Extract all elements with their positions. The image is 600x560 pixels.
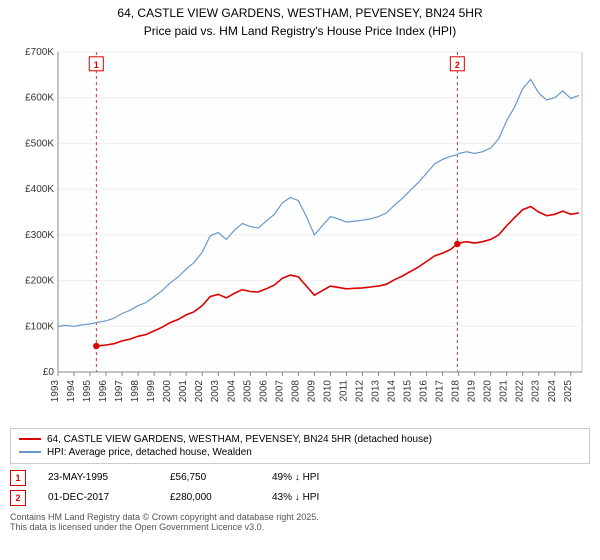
svg-text:1993: 1993: [50, 379, 61, 402]
marker-badge: 2: [10, 490, 26, 506]
marker-row: 2 01-DEC-2017 £280,000 43% ↓ HPI: [10, 488, 590, 508]
svg-text:2020: 2020: [483, 379, 494, 402]
legend-row: HPI: Average price, detached house, Weal…: [19, 446, 581, 459]
marker-row: 1 23-MAY-1995 £56,750 49% ↓ HPI: [10, 468, 590, 488]
svg-text:2018: 2018: [451, 379, 462, 402]
legend: 64, CASTLE VIEW GARDENS, WESTHAM, PEVENS…: [10, 428, 590, 464]
svg-text:2005: 2005: [242, 379, 253, 402]
svg-text:£400K: £400K: [25, 184, 54, 195]
chart-container: 64, CASTLE VIEW GARDENS, WESTHAM, PEVENS…: [0, 0, 600, 560]
svg-text:2003: 2003: [210, 379, 221, 402]
svg-text:2011: 2011: [338, 379, 349, 401]
svg-text:2025: 2025: [563, 379, 574, 402]
line-chart-svg: £0 £100K £200K £300K £400K £500K £600K £700K 199…: [10, 42, 590, 422]
svg-text:2006: 2006: [258, 379, 269, 402]
footer-line2: This data is licensed under the Open Gov…: [10, 522, 590, 533]
chart-title-line2: Price paid vs. HM Land Registry's House …: [0, 24, 600, 42]
svg-text:2000: 2000: [162, 379, 173, 402]
marker-delta: 43% ↓ HPI: [272, 492, 319, 503]
legend-row: 64, CASTLE VIEW GARDENS, WESTHAM, PEVENS…: [19, 433, 581, 446]
svg-text:£500K: £500K: [25, 138, 54, 149]
svg-text:1999: 1999: [146, 379, 157, 402]
marker-badge: 1: [10, 470, 26, 486]
svg-text:1996: 1996: [98, 379, 109, 402]
svg-text:£700K: £700K: [25, 47, 54, 58]
svg-text:2019: 2019: [467, 379, 478, 402]
svg-text:2022: 2022: [515, 379, 526, 402]
marker-price: £56,750: [170, 472, 250, 483]
marker-price: £280,000: [170, 492, 250, 503]
chart-title-line1: 64, CASTLE VIEW GARDENS, WESTHAM, PEVENS…: [0, 0, 600, 24]
svg-text:£600K: £600K: [25, 92, 54, 103]
svg-text:2012: 2012: [354, 379, 365, 402]
svg-text:£100K: £100K: [25, 321, 54, 332]
svg-text:2021: 2021: [499, 379, 510, 402]
marker-date: 01-DEC-2017: [48, 492, 148, 503]
svg-text:£0: £0: [43, 367, 55, 378]
svg-text:2016: 2016: [419, 379, 430, 402]
footer-line1: Contains HM Land Registry data © Crown c…: [10, 512, 590, 523]
svg-text:2010: 2010: [322, 379, 333, 402]
svg-text:2008: 2008: [290, 379, 301, 402]
svg-text:2: 2: [455, 59, 460, 69]
svg-text:2017: 2017: [435, 379, 446, 402]
svg-text:1995: 1995: [82, 379, 93, 402]
svg-text:1994: 1994: [66, 379, 77, 402]
chart-area: £0 £100K £200K £300K £400K £500K £600K £700K 199…: [10, 42, 590, 422]
svg-text:£200K: £200K: [25, 275, 54, 286]
svg-text:2014: 2014: [387, 379, 398, 402]
svg-text:2009: 2009: [306, 379, 317, 402]
svg-text:2024: 2024: [547, 379, 558, 402]
legend-label: 64, CASTLE VIEW GARDENS, WESTHAM, PEVENS…: [47, 434, 432, 445]
svg-text:2023: 2023: [531, 379, 542, 402]
svg-text:£300K: £300K: [25, 229, 54, 240]
marker-delta: 49% ↓ HPI: [272, 472, 319, 483]
svg-text:2001: 2001: [178, 379, 189, 402]
legend-swatch: [19, 438, 41, 440]
svg-text:2004: 2004: [226, 379, 237, 402]
markers-table: 1 23-MAY-1995 £56,750 49% ↓ HPI 2 01-DEC-2017…: [10, 468, 590, 508]
legend-label: HPI: Average price, detached house, Weal…: [47, 447, 252, 458]
svg-text:2007: 2007: [274, 379, 285, 402]
svg-text:1998: 1998: [130, 379, 141, 402]
svg-text:2013: 2013: [370, 379, 381, 402]
svg-text:2002: 2002: [194, 379, 205, 402]
svg-text:2015: 2015: [403, 379, 414, 402]
svg-text:1: 1: [94, 59, 99, 69]
footer: Contains HM Land Registry data © Crown c…: [10, 512, 590, 534]
marker-date: 23-MAY-1995: [48, 472, 148, 483]
svg-text:1997: 1997: [114, 379, 125, 402]
legend-swatch: [19, 451, 41, 453]
